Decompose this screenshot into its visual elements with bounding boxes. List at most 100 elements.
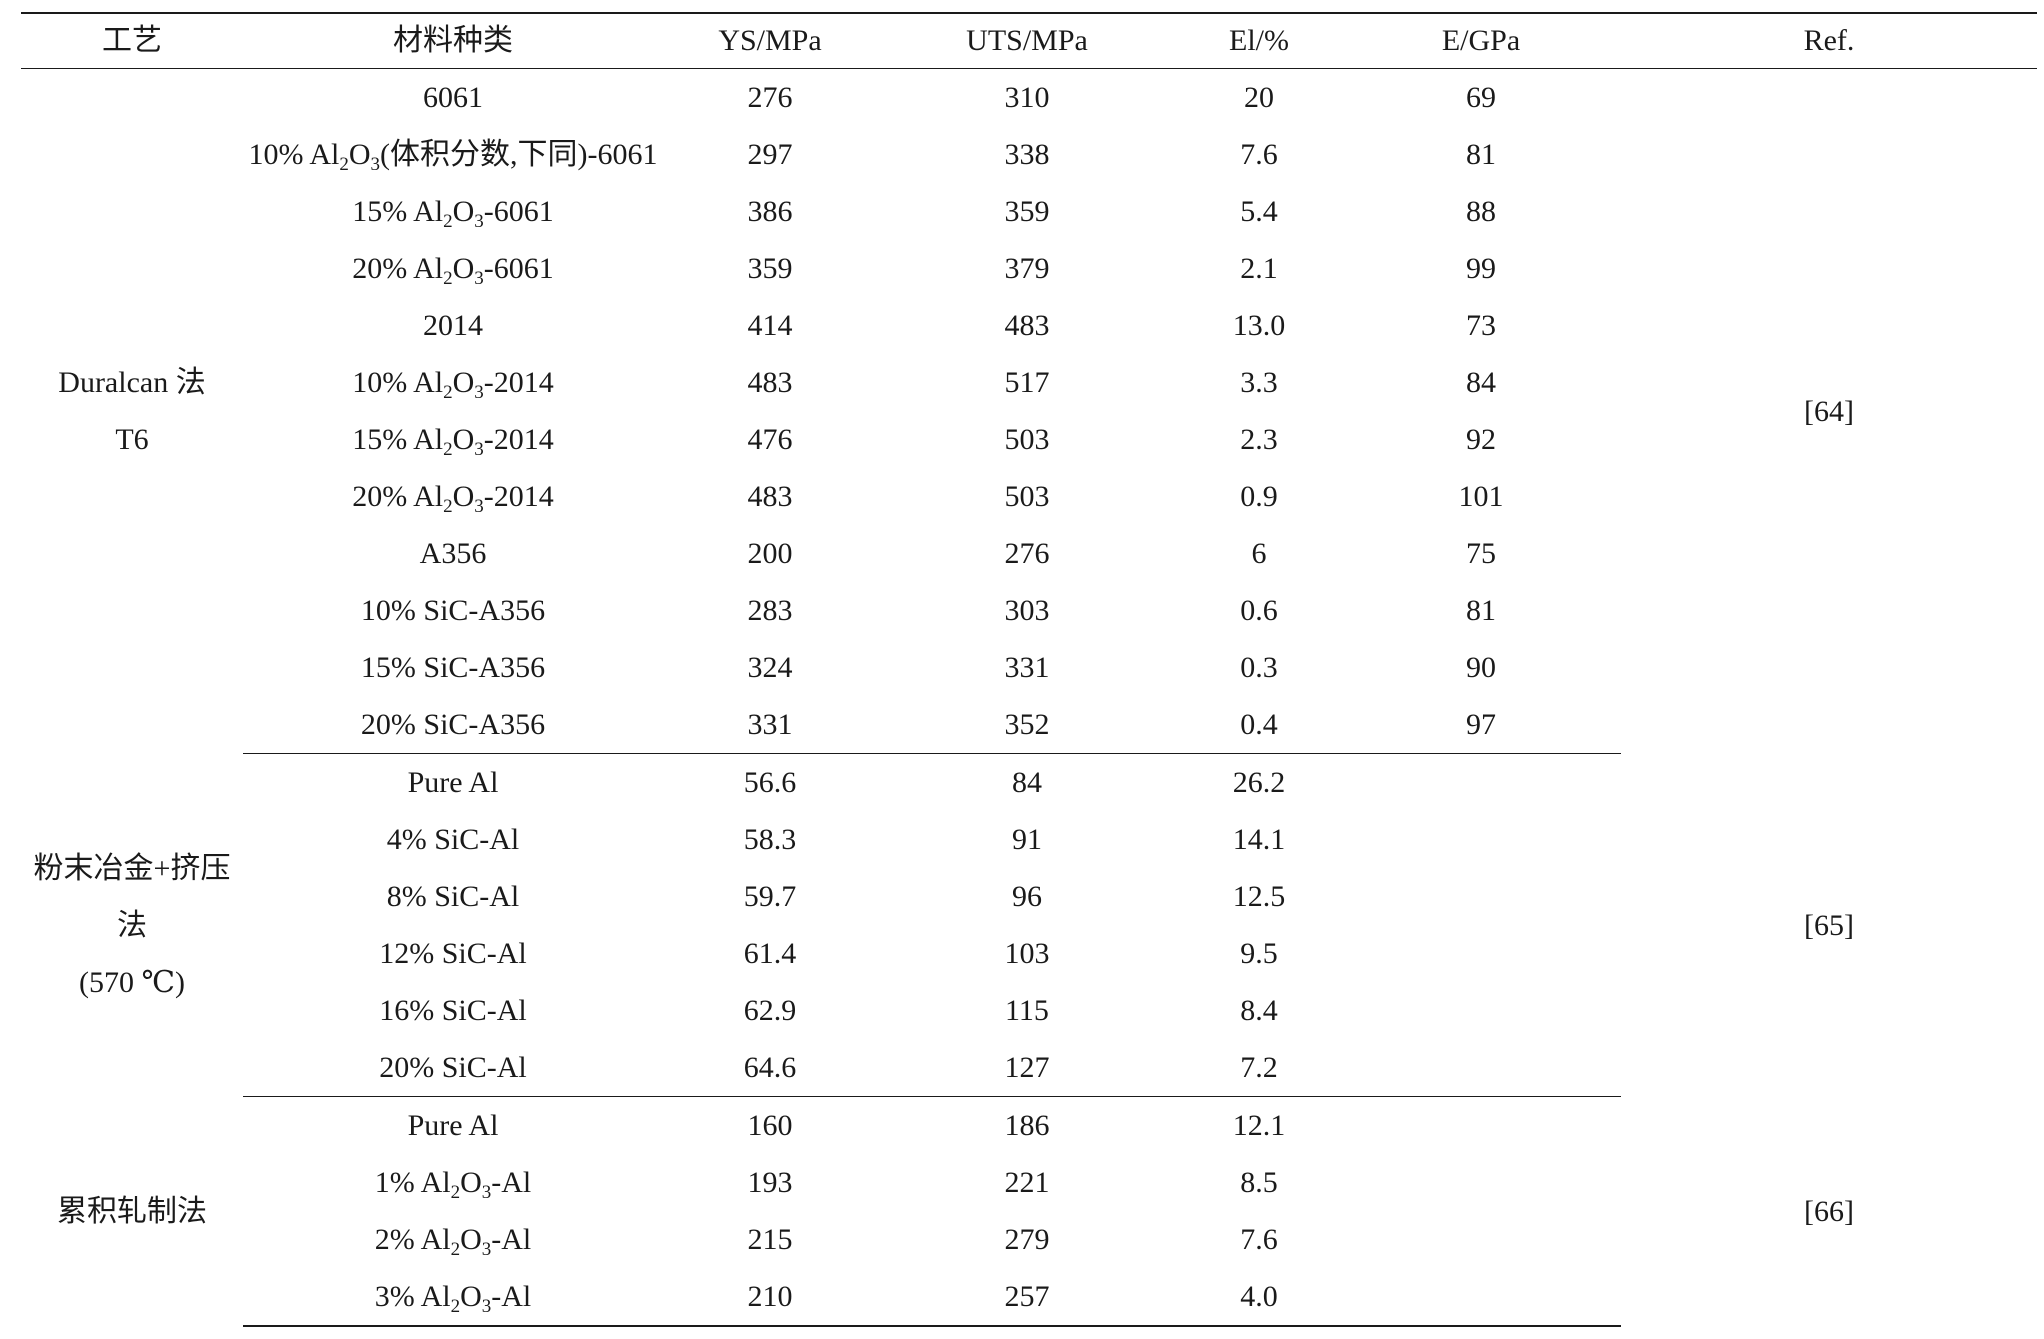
ys-cell: 283 bbox=[747, 594, 793, 627]
material-text: Pure Al bbox=[407, 766, 499, 799]
table-row: 16% SiC-Al 62.9 115 8.4 bbox=[21, 982, 2037, 1039]
ys-cell: 160 bbox=[747, 1109, 793, 1142]
uts-cell: 352 bbox=[877, 696, 1177, 754]
e-cell bbox=[1341, 811, 1621, 868]
material-text: 15% Al bbox=[352, 423, 444, 456]
material-text: 8% SiC-Al bbox=[386, 880, 520, 913]
material-cell: 20% SiC-A356 bbox=[243, 696, 663, 754]
material-cell: 15% SiC-A356 bbox=[243, 639, 663, 696]
uts-cell: 91 bbox=[1012, 823, 1042, 856]
ys-cell: 200 bbox=[747, 537, 793, 570]
material-text: 20% Al bbox=[352, 252, 444, 285]
table-row: A356 200 276 6 75 bbox=[21, 525, 2037, 582]
material-text: 6061 bbox=[423, 81, 483, 114]
material-cell: 15% Al2O3-2014 bbox=[243, 411, 663, 468]
header-material: 材料种类 bbox=[243, 14, 663, 69]
material-cell: A356 bbox=[243, 525, 663, 582]
material-text: 3% Al bbox=[374, 1280, 451, 1313]
e-cell: 81 bbox=[1466, 594, 1496, 627]
subscript: 2 bbox=[443, 496, 453, 517]
table-row: 2% Al2O3-Al 215 279 7.6 bbox=[21, 1211, 2037, 1268]
uts-cell: 103 bbox=[1004, 937, 1050, 970]
e-cell: 84 bbox=[1466, 366, 1496, 399]
ys-cell: 215 bbox=[747, 1223, 793, 1256]
material-cell: 20% SiC-Al bbox=[243, 1039, 663, 1097]
ys-cell: 483 bbox=[747, 366, 793, 399]
ref-cell: [64] bbox=[1804, 394, 1854, 428]
process-cell: 粉末冶金+挤压法 (570 ℃) bbox=[21, 754, 243, 1097]
material-text: O bbox=[460, 1223, 482, 1256]
ys-cell: 297 bbox=[747, 138, 793, 171]
subscript: 3 bbox=[474, 439, 484, 460]
table-row: 1% Al2O3-Al 193 221 8.5 bbox=[21, 1154, 2037, 1211]
subscript: 3 bbox=[481, 1296, 492, 1317]
material-cell: 4% SiC-Al bbox=[243, 811, 663, 868]
e-cell: 75 bbox=[1466, 537, 1496, 570]
material-cell: 6061 bbox=[243, 69, 663, 127]
material-text: -6061 bbox=[483, 195, 554, 228]
ys-cell: 359 bbox=[747, 252, 793, 285]
table-row: 10% Al2O3-2014 483 517 3.3 84 bbox=[21, 354, 2037, 411]
material-text: O bbox=[460, 1166, 482, 1199]
material-cell: 20% Al2O3-6061 bbox=[243, 240, 663, 297]
table-row: 10% Al2O3(体积分数,下同)-6061 297 338 7.6 81 bbox=[21, 126, 2037, 183]
el-cell: 0.4 bbox=[1177, 696, 1341, 754]
material-text: 1% Al bbox=[374, 1166, 451, 1199]
e-cell bbox=[1341, 754, 1621, 812]
uts-cell: 186 bbox=[1004, 1109, 1050, 1142]
material-cell: 20% Al2O3-2014 bbox=[243, 468, 663, 525]
uts-cell: 310 bbox=[1004, 81, 1050, 114]
table-row: 12% SiC-Al 61.4 103 9.5 bbox=[21, 925, 2037, 982]
subscript: 3 bbox=[481, 1182, 492, 1203]
header-uts: UTS/MPa bbox=[877, 14, 1177, 69]
ys-cell: 61.4 bbox=[743, 937, 797, 970]
ys-cell: 276 bbox=[747, 81, 793, 114]
el-cell: 13.0 bbox=[1232, 309, 1286, 342]
material-text: 12% SiC-Al bbox=[379, 937, 527, 970]
el-cell: 7.2 bbox=[1177, 1039, 1341, 1097]
ys-cell: 414 bbox=[747, 309, 793, 342]
ys-cell: 59.7 bbox=[743, 880, 797, 913]
e-cell: 69 bbox=[1466, 81, 1496, 114]
el-cell: 0.6 bbox=[1240, 594, 1278, 627]
e-cell bbox=[1341, 925, 1621, 982]
subscript: 2 bbox=[443, 439, 453, 460]
material-text: 10% Al bbox=[352, 366, 444, 399]
uts-cell: 359 bbox=[1004, 195, 1050, 228]
subscript: 3 bbox=[481, 1239, 492, 1260]
ys-cell: 193 bbox=[747, 1166, 793, 1199]
e-cell: 73 bbox=[1466, 309, 1496, 342]
el-cell: 26.2 bbox=[1232, 766, 1286, 799]
material-text: -2014 bbox=[483, 366, 554, 399]
table-row: 20% SiC-Al 64.6 127 7.2 bbox=[21, 1039, 2037, 1097]
ys-cell: 62.9 bbox=[743, 994, 797, 1027]
header-ref: Ref. bbox=[1621, 14, 2037, 69]
table-row: Duralcan 法 T6 6061 276 310 20 69 [64] bbox=[21, 69, 2037, 456]
e-cell bbox=[1341, 1154, 1621, 1211]
uts-cell: 338 bbox=[1004, 138, 1050, 171]
e-cell bbox=[1341, 1097, 1621, 1155]
material-text: O bbox=[452, 366, 475, 399]
material-text: O bbox=[452, 480, 475, 513]
el-cell: 4.0 bbox=[1177, 1268, 1341, 1327]
process-line: 粉末冶金+挤压法 bbox=[33, 851, 231, 942]
e-cell bbox=[1341, 1211, 1621, 1268]
material-cell: 3% Al2O3-Al bbox=[243, 1268, 663, 1327]
ys-cell: 210 bbox=[663, 1268, 877, 1327]
material-text: O bbox=[452, 195, 475, 228]
el-cell: 5.4 bbox=[1240, 195, 1278, 228]
header-ys: YS/MPa bbox=[663, 14, 877, 69]
ys-cell: 324 bbox=[747, 651, 793, 684]
table-row: 累积轧制法 Pure Al 160 186 12.1 [66] bbox=[21, 1097, 2037, 1228]
ys-cell: 331 bbox=[663, 696, 877, 754]
uts-cell: 517 bbox=[1004, 366, 1050, 399]
e-cell: 99 bbox=[1466, 252, 1496, 285]
ys-cell: 483 bbox=[747, 480, 793, 513]
table-row: 8% SiC-Al 59.7 96 12.5 bbox=[21, 868, 2037, 925]
e-cell: 81 bbox=[1466, 138, 1496, 171]
material-text: O bbox=[452, 423, 475, 456]
el-cell: 12.5 bbox=[1232, 880, 1286, 913]
material-text: -Al bbox=[491, 1280, 532, 1313]
el-cell: 2.1 bbox=[1240, 252, 1278, 285]
el-cell: 7.6 bbox=[1240, 138, 1278, 171]
